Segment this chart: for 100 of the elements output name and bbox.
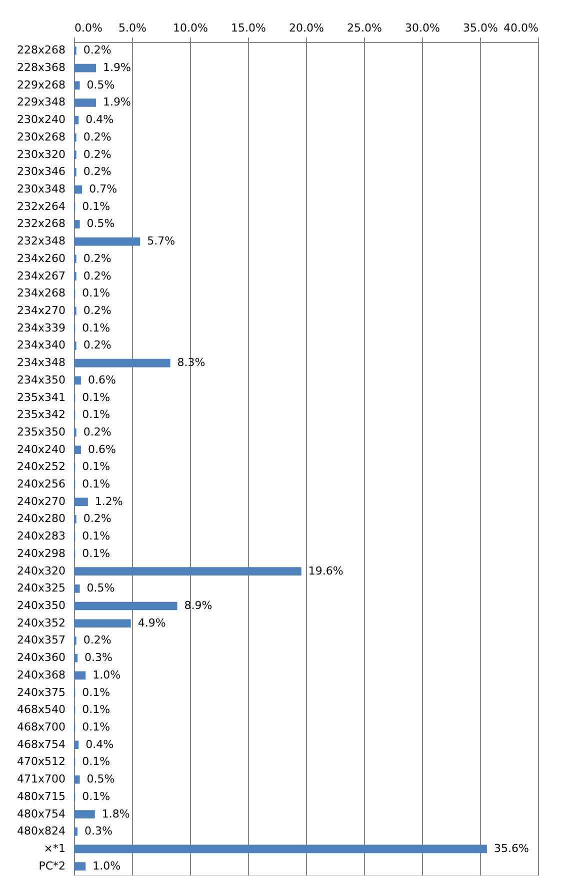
y-tick-label: 240x320 (16, 564, 66, 578)
y-tick-label: 234x267 (16, 269, 66, 282)
x-tick-label: 0.0% (74, 22, 102, 34)
data-label: 0.2% (83, 512, 112, 526)
data-label: 0.1% (82, 530, 110, 543)
y-tick-label: 235x350 (16, 425, 66, 438)
data-label: 1.9% (103, 96, 131, 109)
y-tick-label: 240x283 (16, 530, 66, 543)
y-tick-label: 230x320 (16, 148, 66, 161)
y-tick-label: 234x270 (16, 304, 66, 317)
y-tick-label: ×*1 (44, 842, 66, 855)
y-tick-label: 240x252 (16, 460, 66, 474)
data-label: 1.8% (102, 807, 130, 820)
y-tick-label: 230x268 (16, 130, 66, 144)
y-tick-label: 240x360 (16, 651, 66, 664)
data-label: 1.9% (103, 61, 131, 74)
data-label: 0.1% (82, 686, 110, 699)
x-tick-label: 5.0% (118, 22, 146, 34)
data-label: 0.1% (82, 321, 110, 334)
y-tick-label: 240x352 (16, 616, 66, 630)
y-tick-label: 240x298 (16, 546, 66, 560)
data-label: 0.1% (82, 720, 110, 734)
data-label: 0.1% (82, 460, 110, 474)
y-tick-label: 471x700 (16, 772, 66, 786)
data-label: 0.1% (82, 546, 110, 560)
data-label: 8.3% (177, 356, 206, 370)
y-tick-label: PC*2 (38, 859, 66, 872)
y-tick-label: 230x240 (16, 113, 66, 126)
x-tick-label: 25.0% (347, 22, 382, 34)
data-label: 0.2% (83, 269, 112, 282)
y-tick-label: 240x357 (16, 634, 66, 647)
y-tick-label: 240x240 (16, 442, 66, 456)
data-label: 0.3% (84, 651, 112, 664)
data-label: 0.2% (83, 425, 112, 438)
y-tick-label: 480x754 (16, 807, 66, 820)
data-label: 0.7% (89, 182, 118, 196)
y-tick-label: 229x348 (16, 96, 66, 109)
data-label: 0.5% (86, 772, 115, 786)
data-label: 0.5% (86, 78, 115, 92)
y-tick-label: 240x256 (16, 478, 66, 491)
data-label: 0.2% (83, 338, 112, 352)
data-label: 0.2% (83, 44, 112, 57)
data-label: 0.1% (82, 390, 110, 404)
data-label: 4.9% (138, 616, 166, 630)
data-label: 5.7% (147, 234, 176, 248)
y-tick-label: 468x754 (16, 738, 66, 751)
y-tick-label: 240x270 (16, 494, 66, 508)
data-label: 0.1% (82, 478, 110, 491)
data-label: 0.2% (83, 130, 112, 144)
y-tick-label: 232x348 (16, 234, 66, 248)
y-tick-label: 240x375 (16, 686, 66, 699)
x-tick-label: 20.0% (289, 22, 324, 34)
data-label: 1.0% (92, 859, 121, 872)
y-tick-label: 240x325 (16, 582, 66, 595)
y-tick-label: 228x368 (16, 61, 66, 74)
y-tick-label: 228x268 (16, 44, 66, 57)
data-label: 0.2% (83, 148, 112, 161)
y-tick-label: 240x280 (16, 512, 66, 526)
data-label: 0.4% (86, 113, 114, 126)
y-tick-label: 240x368 (16, 668, 66, 682)
data-label: 0.4% (86, 738, 114, 751)
data-label: 0.6% (88, 442, 116, 456)
x-tick-label: 15.0% (231, 22, 266, 34)
y-tick-label: 230x346 (16, 165, 66, 178)
y-tick-label: 229x268 (16, 78, 66, 92)
x-tick-label: 10.0% (173, 22, 208, 34)
y-tick-label: 480x824 (16, 824, 66, 838)
data-label: 0.1% (82, 286, 110, 300)
y-tick-label: 234x340 (16, 338, 66, 352)
x-tick-label: 35.0% (463, 22, 498, 34)
data-label: 0.2% (83, 634, 112, 647)
data-label: 0.1% (82, 755, 110, 768)
y-tick-label: 240x350 (16, 599, 66, 612)
y-tick-label: 234x348 (16, 356, 66, 370)
data-label: 0.3% (84, 824, 112, 838)
y-tick-label: 234x339 (16, 321, 66, 334)
data-label: 0.1% (82, 200, 110, 213)
data-label: 35.6% (494, 842, 529, 855)
y-tick-label: 234x350 (16, 373, 66, 386)
data-label: 1.0% (92, 668, 121, 682)
data-label: 1.2% (94, 494, 123, 508)
x-tick-label: 40.0% (504, 22, 538, 34)
y-tick-label: 234x268 (16, 286, 66, 300)
data-label: 0.1% (82, 408, 110, 422)
data-label: 0.6% (88, 373, 116, 386)
y-tick-label: 230x348 (16, 182, 66, 196)
x-tick-label: 30.0% (405, 22, 440, 34)
y-tick-label: 235x341 (16, 390, 66, 404)
y-tick-label: 468x700 (16, 720, 66, 734)
data-label: 19.6% (308, 564, 344, 578)
y-tick-label: 234x260 (16, 252, 66, 265)
y-tick-label: 480x715 (16, 790, 66, 803)
y-tick-label: 470x512 (16, 755, 66, 768)
data-label: 0.1% (82, 703, 110, 716)
data-label: 0.2% (83, 252, 112, 265)
y-tick-label: 468x540 (16, 703, 66, 716)
data-label: 0.2% (83, 165, 112, 178)
y-tick-label: 232x268 (16, 217, 66, 230)
data-label: 0.2% (83, 304, 112, 317)
y-tick-label: 235x342 (16, 408, 66, 422)
